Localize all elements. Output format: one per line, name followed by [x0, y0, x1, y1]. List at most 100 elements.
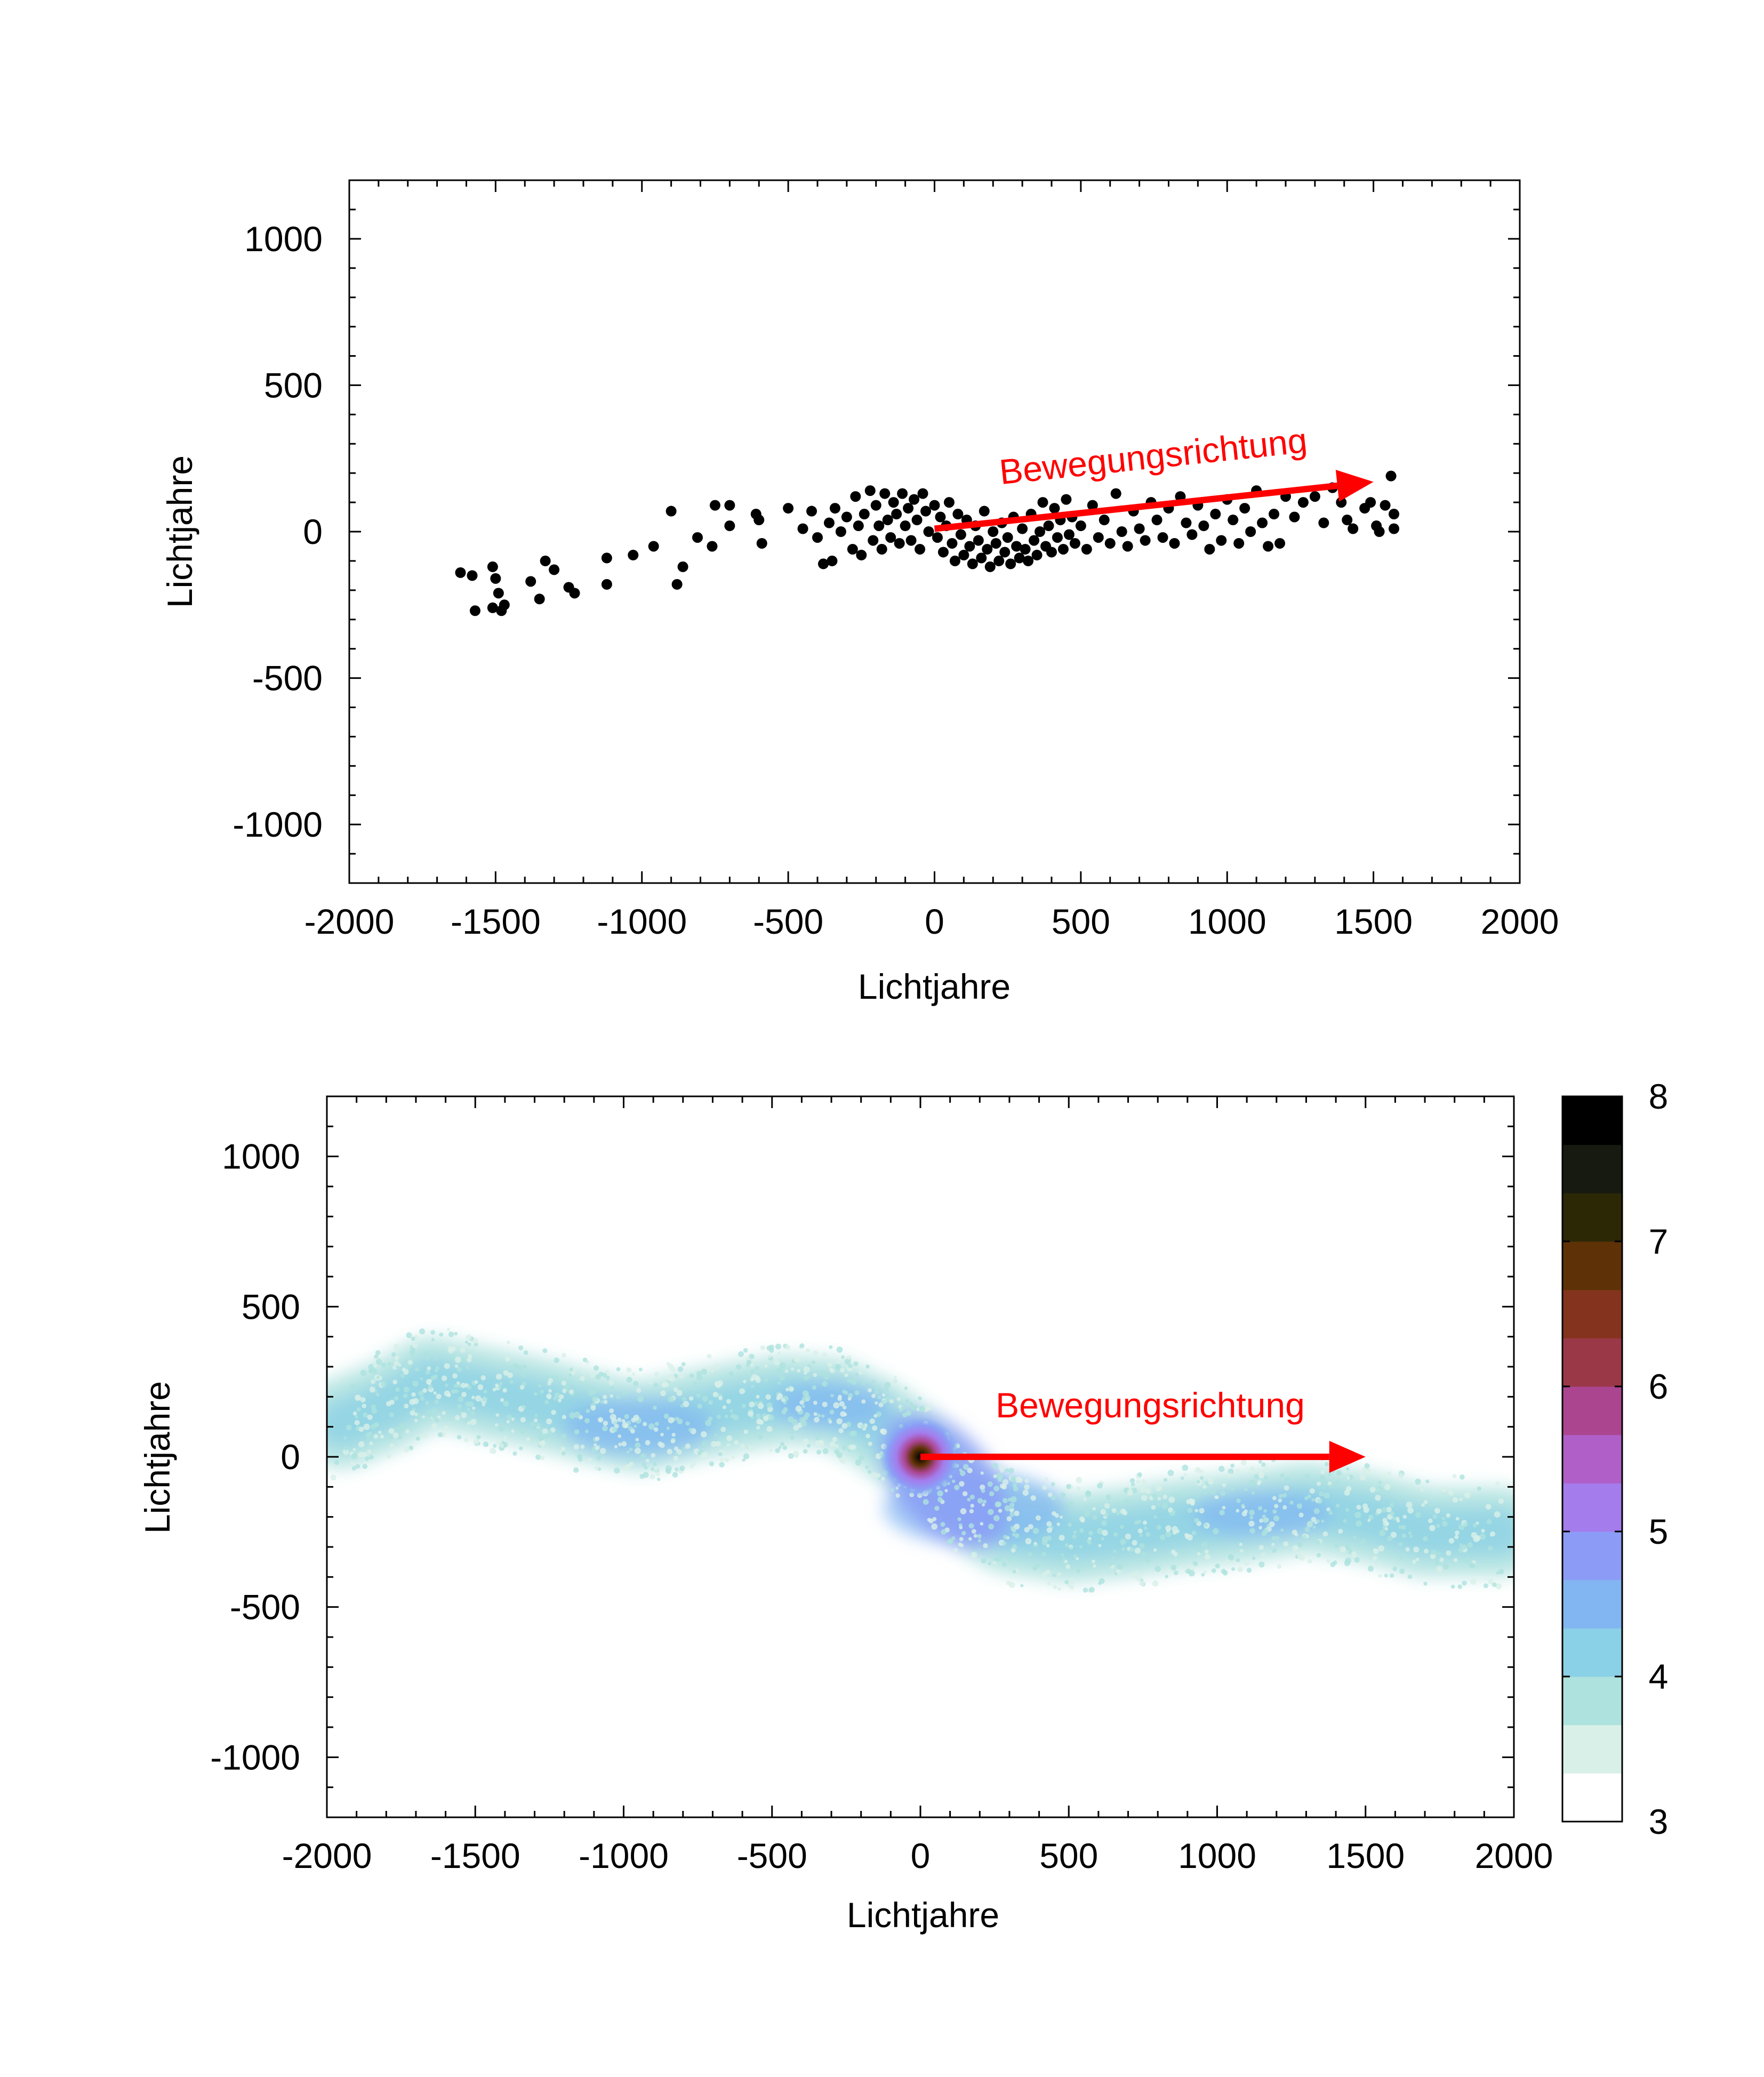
speckle [844, 1358, 851, 1365]
speckle [829, 1409, 835, 1415]
speckle [403, 1446, 410, 1453]
speckle [789, 1386, 794, 1392]
speckle [1194, 1509, 1198, 1513]
speckle [416, 1414, 421, 1418]
speckle [356, 1407, 361, 1412]
speckle [1257, 1506, 1263, 1511]
speckle [1263, 1528, 1269, 1534]
speckle [1452, 1474, 1457, 1479]
speckle [755, 1377, 761, 1383]
speckle [1167, 1470, 1174, 1476]
speckle [957, 1517, 961, 1521]
speckle [1139, 1580, 1145, 1586]
speckle [1389, 1573, 1394, 1578]
speckle [1117, 1563, 1124, 1570]
speckle [779, 1374, 785, 1381]
scatter-point [1289, 511, 1300, 523]
scatter-point [1216, 535, 1227, 546]
speckle [996, 1555, 1002, 1562]
speckle [386, 1401, 391, 1407]
speckle [595, 1436, 600, 1441]
speckle [461, 1392, 467, 1397]
speckle [1257, 1480, 1262, 1485]
speckle [1096, 1528, 1103, 1534]
scatter-point [829, 503, 840, 514]
speckle [1261, 1462, 1266, 1467]
speckle [626, 1450, 630, 1454]
speckle [593, 1365, 599, 1371]
speckle [905, 1410, 911, 1416]
scatter-point [1020, 543, 1031, 555]
speckle [451, 1389, 456, 1394]
speckle [816, 1449, 822, 1455]
speckle [1470, 1578, 1477, 1585]
speckle [1046, 1521, 1052, 1527]
x-axis-label: Lichtjahre [847, 1895, 999, 1935]
speckle [1203, 1523, 1208, 1527]
speckle [1037, 1564, 1040, 1568]
speckle [1137, 1472, 1142, 1477]
speckle [574, 1412, 581, 1418]
speckle [1041, 1552, 1046, 1557]
scatter-point [1181, 517, 1192, 528]
speckle [374, 1354, 379, 1359]
speckle [534, 1414, 538, 1418]
speckle [868, 1441, 872, 1446]
scatter-point [1210, 509, 1221, 520]
colorbar-tick-label: 6 [1649, 1367, 1669, 1406]
speckle [1423, 1499, 1428, 1504]
speckle [868, 1470, 872, 1474]
speckle [830, 1368, 835, 1374]
speckle [523, 1350, 528, 1355]
speckle [756, 1394, 760, 1399]
scatter-point [982, 543, 993, 555]
speckle [1073, 1530, 1077, 1534]
scatter-point [1318, 517, 1329, 528]
speckle [1228, 1468, 1234, 1474]
speckle [1367, 1519, 1371, 1522]
x-tick-label: -1500 [451, 902, 541, 941]
scatter-point [756, 538, 767, 549]
speckle [801, 1404, 806, 1408]
speckle [671, 1433, 676, 1437]
speckle [1322, 1531, 1328, 1537]
speckle [423, 1350, 430, 1357]
speckle [756, 1418, 763, 1425]
speckle [454, 1332, 458, 1336]
speckle [681, 1397, 687, 1401]
speckle [444, 1363, 450, 1369]
speckle [380, 1434, 384, 1439]
speckle [1226, 1559, 1231, 1564]
speckle [865, 1364, 870, 1369]
speckle [405, 1363, 412, 1370]
speckle [675, 1467, 679, 1472]
speckle [999, 1465, 1005, 1471]
speckle [1297, 1553, 1302, 1559]
speckle [1125, 1533, 1132, 1540]
speckle [1328, 1511, 1333, 1515]
speckle [1145, 1487, 1151, 1494]
speckle [1374, 1563, 1378, 1568]
speckle [1309, 1488, 1315, 1494]
speckle [1219, 1510, 1225, 1515]
speckle [433, 1391, 437, 1395]
speckle [1343, 1469, 1348, 1473]
speckle [1120, 1525, 1124, 1529]
speckle [785, 1388, 789, 1392]
speckle [1236, 1558, 1240, 1562]
speckle [1054, 1513, 1059, 1518]
speckle [999, 1483, 1005, 1489]
speckle [367, 1414, 373, 1420]
speckle [456, 1381, 460, 1385]
speckle [1022, 1489, 1029, 1496]
speckle [1184, 1533, 1188, 1537]
speckle [395, 1387, 400, 1392]
colorbar-tick-label: 8 [1649, 1077, 1669, 1116]
speckle [968, 1537, 972, 1541]
speckle [836, 1361, 840, 1365]
speckle [996, 1472, 1003, 1479]
scatter-point [1342, 515, 1353, 526]
speckle [805, 1348, 810, 1353]
speckle [635, 1442, 641, 1448]
